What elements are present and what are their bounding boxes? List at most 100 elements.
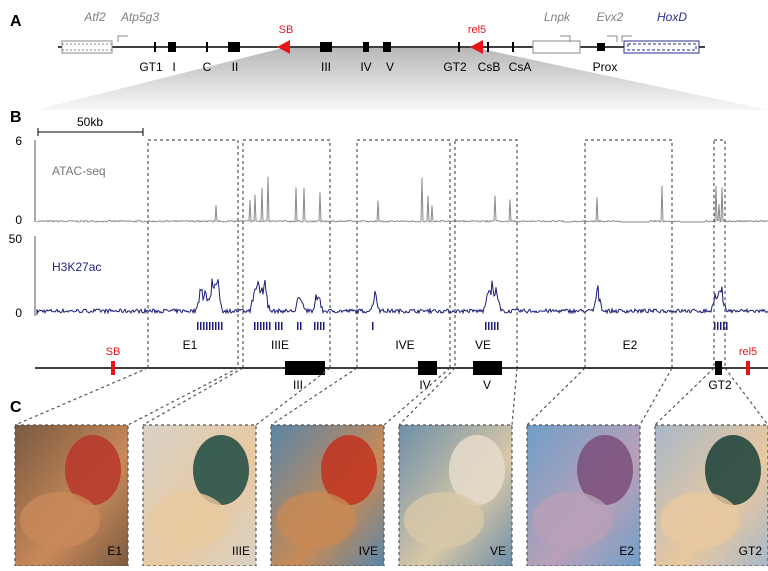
- tss-arrow: [118, 36, 128, 42]
- peak-call: [269, 322, 271, 330]
- gene-label: Atp5g3: [120, 10, 159, 24]
- h3k-min: 0: [15, 306, 22, 320]
- connector: [527, 368, 672, 425]
- element-label: I: [172, 60, 175, 74]
- element-box: [383, 42, 391, 52]
- peak-call: [494, 322, 496, 330]
- element-label: GT2: [443, 60, 467, 74]
- connector: [143, 368, 330, 425]
- element-label: GT2: [708, 378, 732, 392]
- scale-bar: [38, 128, 143, 136]
- element-label: II: [232, 60, 239, 74]
- peak-call: [723, 322, 725, 330]
- element-tick: [154, 42, 156, 52]
- peak-call: [485, 322, 487, 330]
- element-label: C: [203, 60, 212, 74]
- sb-tick: [111, 361, 115, 375]
- gene-label: Atf2: [83, 10, 106, 24]
- element-label: CsA: [509, 60, 532, 74]
- element-box: [285, 361, 325, 375]
- peak-call: [197, 322, 199, 330]
- peak-call: [260, 322, 262, 330]
- peak-call: [497, 322, 499, 330]
- atac-min: 0: [15, 213, 22, 227]
- peak-call: [491, 322, 493, 330]
- peak-call: [300, 322, 302, 330]
- peak-call: [317, 322, 319, 330]
- element-label: CsB: [478, 60, 501, 74]
- peak-call: [254, 322, 256, 330]
- image-label: E1: [107, 544, 122, 558]
- region-label: IIIE: [271, 338, 289, 352]
- image-label: GT2: [739, 544, 763, 558]
- peak-call: [314, 322, 316, 330]
- h3k27ac-signal: [37, 279, 768, 315]
- panel-label: C: [10, 399, 22, 416]
- element-tick: [487, 42, 489, 52]
- rel5-label: rel5: [468, 24, 486, 36]
- figure: A Atf2 Atp5g3 Lnpk Evx2 HoxD SB rel5 GT1…: [0, 0, 768, 566]
- element-box: [715, 361, 722, 375]
- region-box: [455, 140, 517, 368]
- region-box: [243, 140, 330, 368]
- connector: [655, 368, 768, 425]
- rel5-label: rel5: [739, 346, 757, 358]
- embryo-body: [404, 492, 484, 548]
- peak-call: [263, 322, 265, 330]
- embryo-body: [276, 492, 356, 548]
- element-label: IV: [419, 378, 430, 392]
- gene-box: [533, 41, 580, 53]
- region-label: IVE: [395, 338, 414, 352]
- scale-label: 50kb: [77, 115, 103, 129]
- element-label: III: [321, 60, 331, 74]
- panel-label: A: [10, 13, 22, 30]
- peak-call: [297, 322, 299, 330]
- peak-call: [221, 322, 223, 330]
- element-label: IV: [360, 60, 371, 74]
- embryo-body: [660, 492, 740, 548]
- region-label: E2: [623, 338, 638, 352]
- region-box: [585, 140, 672, 368]
- connector: [15, 368, 238, 425]
- peak-call: [212, 322, 214, 330]
- element-box: [418, 361, 437, 375]
- peak-call: [203, 322, 205, 330]
- embryo-body: [532, 492, 612, 548]
- element-box: [228, 42, 240, 52]
- hoxd-box: [624, 41, 699, 53]
- peak-call: [372, 322, 374, 330]
- peak-call: [720, 322, 722, 330]
- element-label: V: [483, 378, 491, 392]
- element-label: Prox: [593, 60, 618, 74]
- image-label: IIIE: [232, 544, 250, 558]
- connector: [271, 368, 450, 425]
- h3k-label: H3K27ac: [52, 260, 101, 274]
- signal-tracks: [37, 177, 768, 330]
- region-box: [714, 140, 725, 368]
- peak-call: [257, 322, 259, 330]
- embryo-body: [20, 492, 100, 548]
- peak-call: [275, 322, 277, 330]
- embryo-body: [148, 492, 228, 548]
- peak-call: [726, 322, 728, 330]
- peak-call: [215, 322, 217, 330]
- region-box: [148, 140, 238, 368]
- element-label: V: [386, 60, 394, 74]
- rel5-tick: [746, 361, 750, 375]
- h3k-max: 50: [9, 232, 23, 246]
- gene-box: [62, 41, 112, 53]
- image-label: E2: [619, 544, 634, 558]
- element-box: [168, 42, 176, 52]
- element-box: [363, 42, 369, 52]
- element-tick: [458, 42, 460, 52]
- peak-call: [206, 322, 208, 330]
- region-label: VE: [475, 338, 491, 352]
- peak-call: [218, 322, 220, 330]
- element-box: [320, 42, 332, 52]
- region-boxes: E1 IIIE IVE VE E2: [148, 140, 725, 368]
- zoom-funnel: [35, 48, 768, 110]
- peak-call: [266, 322, 268, 330]
- peak-call: [209, 322, 211, 330]
- region-label: E1: [183, 338, 198, 352]
